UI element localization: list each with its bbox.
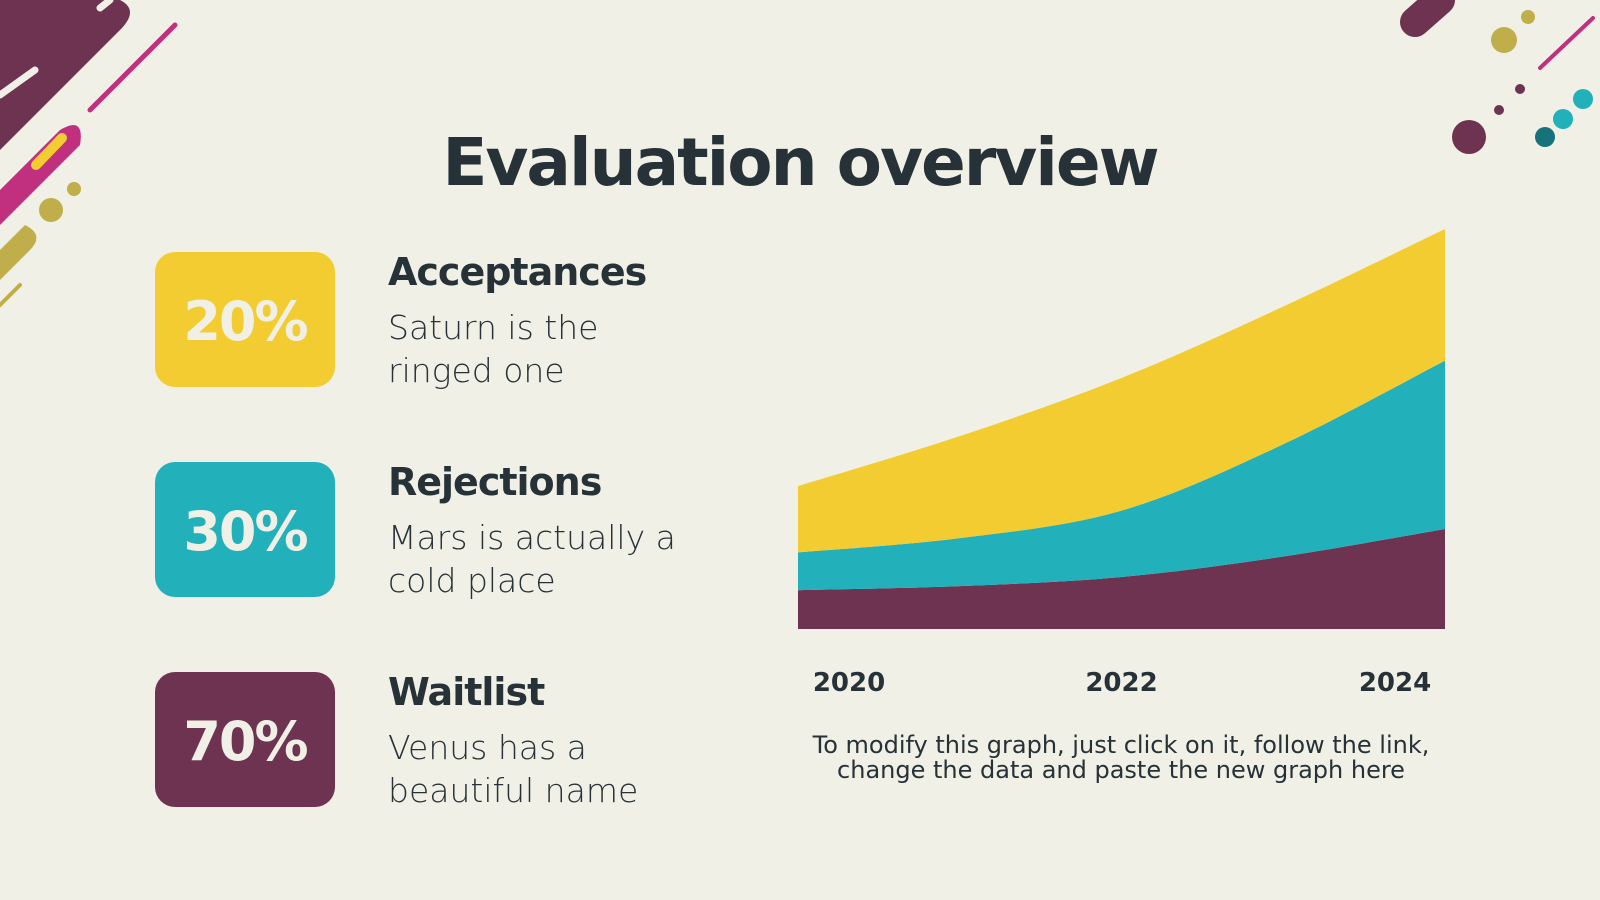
x-tick-label: 2024 bbox=[1359, 668, 1431, 698]
area bbox=[798, 229, 1445, 553]
card-value: 20% bbox=[183, 290, 307, 353]
card-value: 30% bbox=[183, 500, 307, 563]
area bbox=[798, 360, 1445, 591]
card-box bbox=[155, 252, 335, 387]
card-title: Rejections bbox=[388, 460, 601, 504]
card-description: Venus has a bbox=[388, 728, 587, 767]
x-tick-label: 2022 bbox=[1085, 668, 1157, 698]
card-description: Mars is actually a bbox=[388, 518, 676, 557]
card-description: cold place bbox=[388, 561, 556, 600]
card-description: Saturn is the bbox=[388, 308, 598, 347]
x-tick-label: 2020 bbox=[813, 668, 885, 698]
chart-note: change the data and paste the new graph … bbox=[837, 756, 1405, 784]
card-box bbox=[155, 672, 335, 807]
card-box bbox=[155, 462, 335, 597]
slide-title: Evaluation overview bbox=[442, 124, 1157, 201]
card-title: Waitlist bbox=[388, 670, 545, 714]
card-value: 70% bbox=[183, 710, 307, 773]
decoration bbox=[0, 0, 1595, 307]
card-description: ringed one bbox=[388, 351, 565, 390]
area bbox=[798, 529, 1445, 629]
chart-note: To modify this graph, just click on it, … bbox=[812, 731, 1430, 759]
card-description: beautiful name bbox=[388, 771, 638, 810]
card-title: Acceptances bbox=[388, 250, 646, 294]
